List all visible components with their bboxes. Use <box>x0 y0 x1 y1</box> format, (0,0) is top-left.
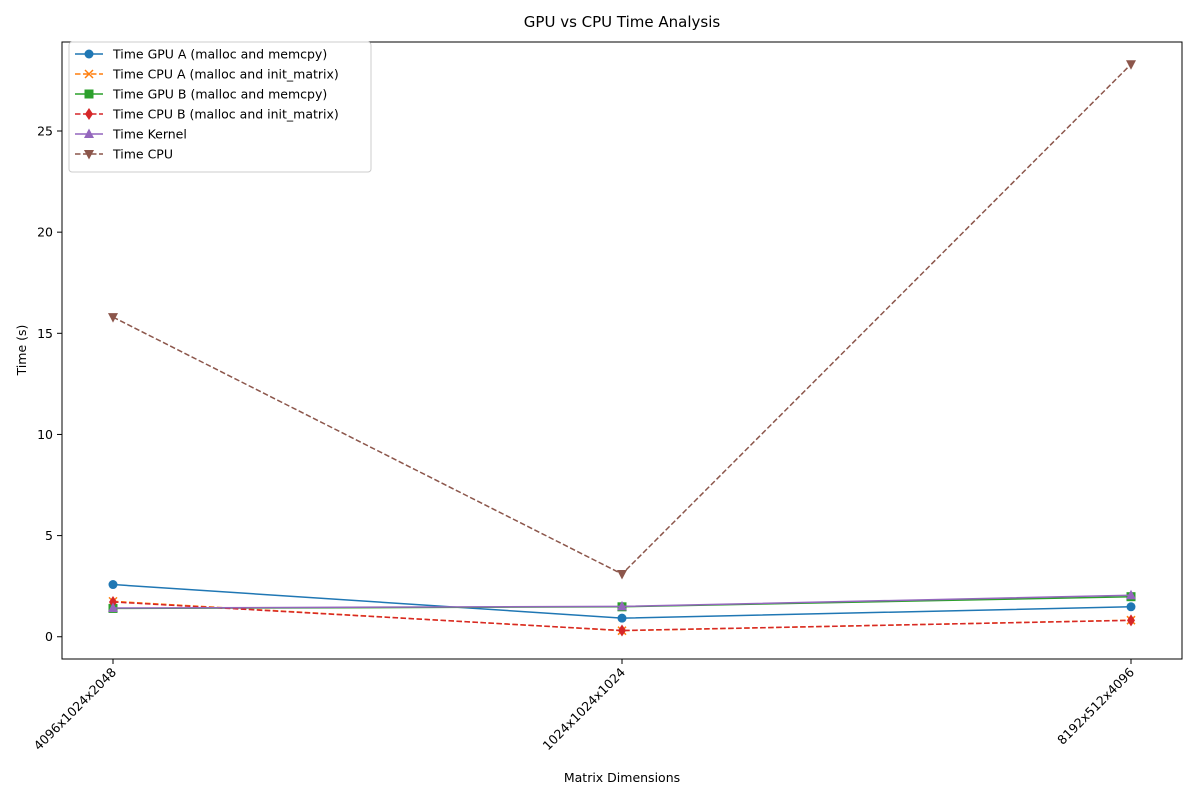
legend-marker <box>85 108 93 120</box>
legend-item: Time GPU B (malloc and memcpy) <box>75 87 327 102</box>
x-tick-label: 8192x512x4096 <box>1054 664 1137 747</box>
legend-item: Time GPU A (malloc and memcpy) <box>75 47 327 62</box>
series-line <box>112 601 1132 632</box>
y-tick-label: 0 <box>45 629 53 644</box>
legend-marker <box>84 150 94 160</box>
legend-label: Time CPU B (malloc and init_matrix) <box>112 107 339 122</box>
chart-title: GPU vs CPU Time Analysis <box>524 13 721 31</box>
y-tick-label: 25 <box>37 124 53 139</box>
x-axis: 4096x1024x2048 1024x1024x1024 8192x512x409… <box>31 659 1137 753</box>
data-point <box>617 613 627 623</box>
legend-marker <box>84 89 94 99</box>
data-point <box>108 313 118 323</box>
data-point <box>1126 60 1136 70</box>
x-tick-label: 1024x1024x1024 <box>540 664 629 753</box>
y-tick-label: 15 <box>37 326 53 341</box>
data-point <box>109 595 117 608</box>
legend-item: Time CPU A (malloc and init_matrix) <box>75 67 339 82</box>
x-tick-label: 4096x1024x2048 <box>31 664 120 753</box>
series-1 <box>108 580 1136 623</box>
legend-item: Time CPU <box>75 147 173 162</box>
series-layer <box>108 60 1136 637</box>
legend-marker <box>84 49 94 59</box>
data-point <box>1126 602 1136 612</box>
legend-label: Time CPU A (malloc and init_matrix) <box>112 67 339 82</box>
legend-label: Time CPU <box>112 147 173 162</box>
legend-label: Time Kernel <box>112 127 187 142</box>
legend: Time GPU A (malloc and memcpy) Time CPU A… <box>68 41 372 173</box>
y-tick-label: 10 <box>37 427 53 442</box>
data-point <box>1127 614 1135 627</box>
legend-marker <box>84 128 94 138</box>
legend-label: Time GPU A (malloc and memcpy) <box>112 47 327 62</box>
data-point <box>617 600 627 611</box>
data-point <box>108 602 118 613</box>
series-5 <box>108 589 1136 613</box>
series-6 <box>108 60 1136 580</box>
y-tick-label: 5 <box>45 528 53 543</box>
y-axis: 0 5 10 15 20 25 <box>37 124 62 644</box>
data-point <box>618 624 626 637</box>
data-point <box>108 580 118 590</box>
data-point <box>1126 589 1136 600</box>
legend-box <box>68 41 372 173</box>
y-axis-label: Time (s) <box>14 325 29 377</box>
legend-item: Time Kernel <box>75 127 187 142</box>
y-tick-label: 20 <box>37 225 53 240</box>
series-4 <box>109 595 1135 637</box>
legend-label: Time GPU B (malloc and memcpy) <box>112 87 327 102</box>
x-axis-label: Matrix Dimensions <box>564 770 680 785</box>
legend-marker <box>84 69 94 79</box>
data-point <box>617 570 627 580</box>
legend-item: Time CPU B (malloc and init_matrix) <box>75 107 339 122</box>
